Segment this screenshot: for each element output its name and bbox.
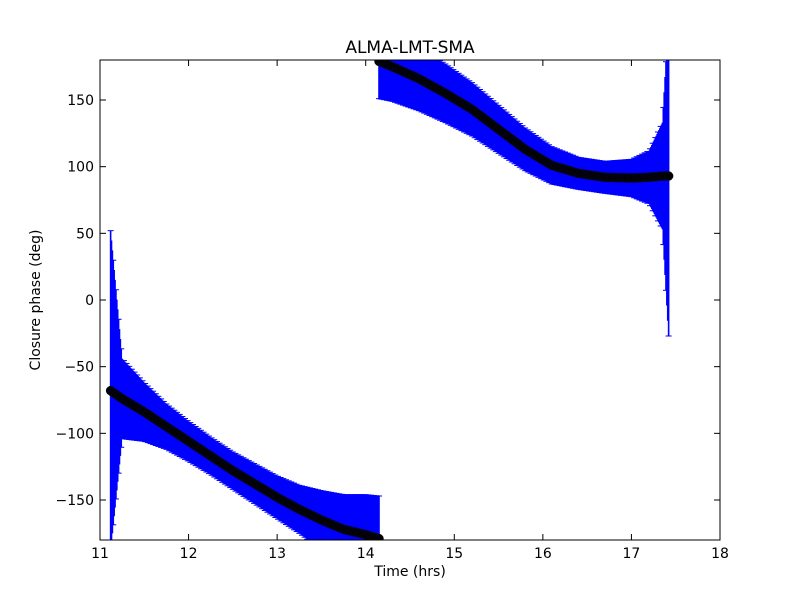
x-tick-label-4: 15 xyxy=(445,546,463,562)
x-tick-label-7: 18 xyxy=(711,546,729,562)
errorbars-layer xyxy=(107,60,672,540)
y-axis-label: Closure phase (deg) xyxy=(28,230,44,371)
x-tick-label-1: 12 xyxy=(180,546,198,562)
plot-frame xyxy=(99,59,721,541)
data-point-s1-164 xyxy=(663,171,674,181)
x-tick-label-5: 16 xyxy=(534,546,552,562)
y-tick-label-1: −100 xyxy=(56,426,94,442)
y-tick-label-5: 100 xyxy=(67,160,94,176)
x-axis-label: Time (hrs) xyxy=(373,564,446,580)
x-tick-label-6: 17 xyxy=(623,546,641,562)
data-point-s0-152 xyxy=(374,533,384,540)
x-tick-label-2: 13 xyxy=(268,546,286,562)
points-layer xyxy=(105,60,674,540)
x-tick-label-3: 14 xyxy=(357,546,375,562)
y-axis-ticks: −150 −100 −50 0 50 100 150 xyxy=(56,93,720,509)
x-tick-label-0: 11 xyxy=(91,546,109,562)
y-tick-label-0: −150 xyxy=(56,493,94,509)
y-tick-label-2: −50 xyxy=(64,360,94,376)
y-tick-label-3: 0 xyxy=(85,293,94,309)
chart-title: ALMA-LMT-SMA xyxy=(345,38,475,58)
y-tick-label-6: 150 xyxy=(67,93,94,109)
y-tick-label-4: 50 xyxy=(76,226,94,242)
x-axis-ticks: 11 12 13 14 15 16 17 18 xyxy=(91,60,729,562)
plot-area xyxy=(105,60,674,540)
